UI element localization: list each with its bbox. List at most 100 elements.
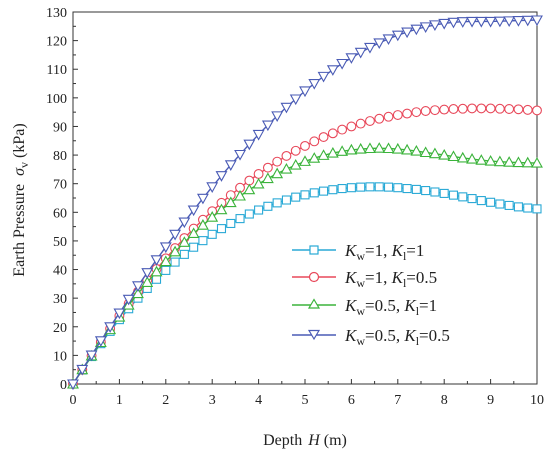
data-point [291,192,301,202]
data-point [456,151,469,163]
y-tick-label: 30 [53,292,67,307]
y-tick-label: 110 [47,63,67,78]
data-point [476,196,486,206]
data-point [215,171,228,182]
data-point [456,17,469,28]
data-point [503,16,516,28]
data-point [467,194,477,204]
y-tick-label: 0 [60,378,67,393]
x-tick-label: 0 [70,393,77,408]
data-point [429,105,440,116]
data-point [448,104,459,114]
data-point [512,16,525,27]
data-point [67,379,79,391]
data-point [159,242,172,254]
data-point [170,257,180,267]
data-point [392,110,403,120]
data-point [189,242,199,252]
x-tick-label: 6 [348,393,355,408]
data-point [336,58,349,70]
data-point [485,103,496,114]
data-point [373,38,386,50]
data-point [430,187,440,197]
data-point [410,144,423,156]
legend-item-1: Kw=1, Kl=1 [292,241,424,263]
legend-label-2: Kw=1, Kl=0.5 [344,268,437,290]
data-point [365,116,375,126]
data-point [178,236,191,247]
data-point [336,145,349,156]
data-point [252,177,265,189]
data-point [532,204,542,214]
data-point [113,308,126,320]
data-point [365,182,375,192]
data-point [252,129,265,141]
data-point [104,322,117,333]
data-point [439,104,450,115]
data-point [383,111,394,122]
data-point [354,47,367,59]
x-tick-label: 7 [394,393,401,408]
data-point [382,34,395,46]
data-point [179,249,189,259]
data-point [94,336,107,347]
data-point [76,364,89,376]
data-point [244,209,254,219]
data-point [364,142,376,154]
data-point [327,128,338,139]
data-point [234,149,246,161]
y-tick-label: 50 [53,235,67,250]
data-point [317,149,330,160]
data-point [356,182,366,192]
data-point [206,182,219,193]
data-point [393,183,403,193]
data-point [281,195,291,205]
data-point [254,205,264,215]
data-point [466,16,478,28]
data-point [421,186,431,196]
legend-marker-triangle-up [307,298,321,309]
data-point [234,189,246,201]
data-point [85,350,98,362]
y-tick-label: 60 [53,206,67,221]
data-point [224,196,237,208]
data-point [226,218,236,229]
data-point [261,172,274,184]
data-point [309,188,319,198]
data-point [419,22,432,34]
data-point [476,103,487,114]
data-point [383,182,394,192]
data-point [308,78,321,90]
data-point [531,15,543,27]
legend-marker-square [309,245,319,255]
legend: Kw=1, Kl=1 Kw=1, Kl=0.5 Kw=0.5, Kl=1 [292,241,450,348]
data-point [494,103,505,114]
data-point [401,143,414,155]
data-point [299,86,311,98]
data-point [495,199,505,209]
data-point [207,229,217,239]
y-tick-label: 40 [53,264,67,279]
data-point [161,265,171,275]
series-3 [67,142,543,389]
data-point [448,190,459,200]
data-point [169,245,182,257]
data-point [374,113,385,124]
data-point [243,139,256,151]
data-point [438,18,451,30]
data-point [326,65,339,76]
data-point [216,224,227,234]
x-tick-label: 9 [487,393,494,408]
series-4 [67,15,543,391]
data-point [402,184,412,194]
data-point [345,53,358,64]
data-point [272,198,282,208]
y-tick-label: 70 [53,178,67,193]
data-point [309,136,320,147]
legend-item-2: Kw=1, Kl=0.5 [292,268,437,290]
data-point [317,71,330,83]
x-axis-ticks: 0 1 2 3 4 5 6 7 8 9 10 [70,379,544,408]
data-point [513,104,524,115]
data-point [364,42,376,54]
data-point [458,192,468,202]
